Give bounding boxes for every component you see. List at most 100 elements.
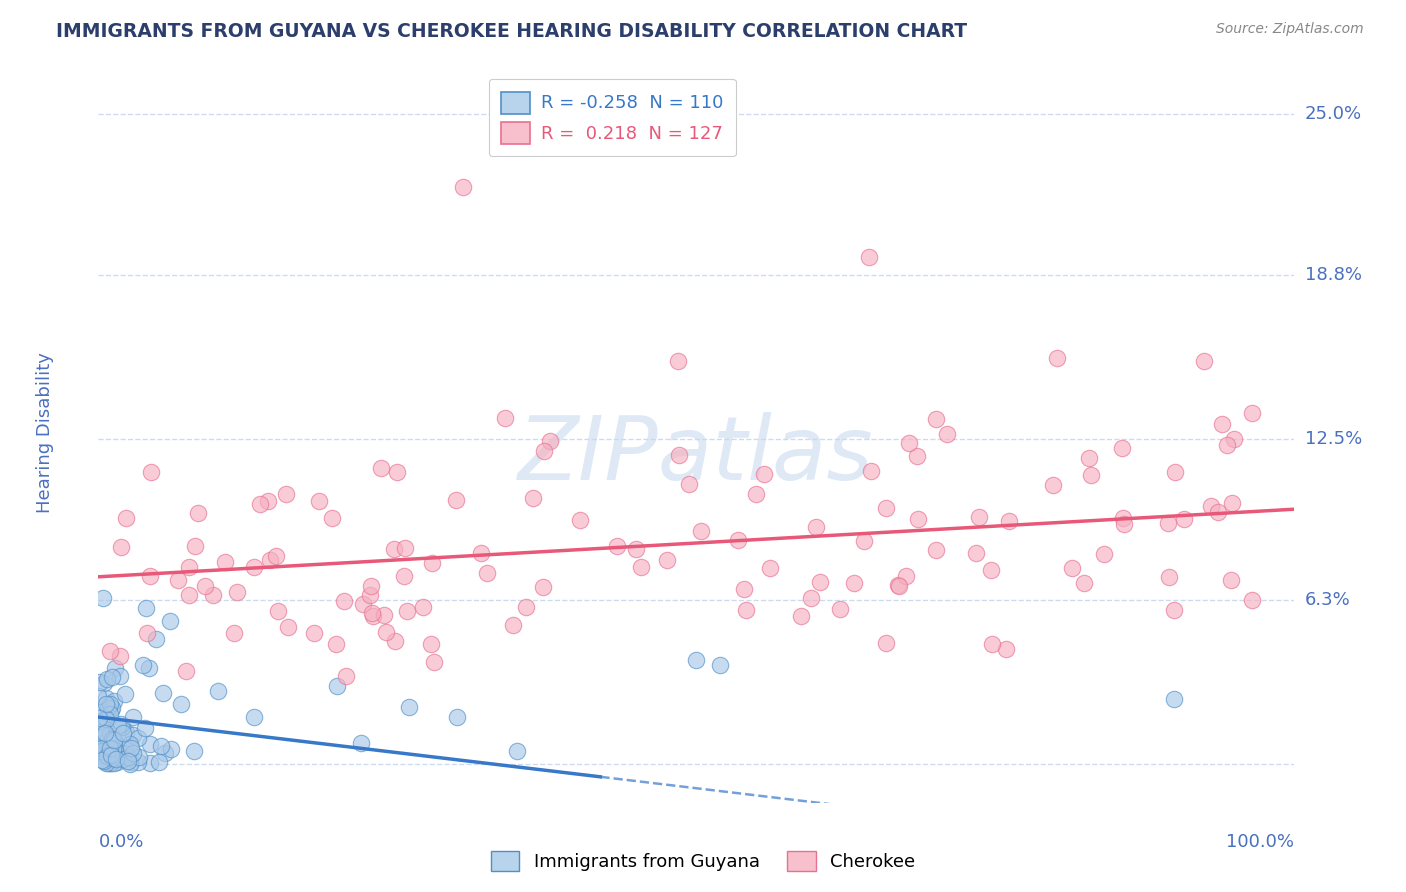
Point <box>214 555 236 569</box>
Point <box>93 731 115 746</box>
Point <box>120 740 142 755</box>
Point <box>446 493 468 508</box>
Point <box>382 541 405 556</box>
Point <box>127 756 149 770</box>
Point <box>759 561 782 575</box>
Point <box>373 607 395 622</box>
Point <box>111 720 134 734</box>
Point <box>384 634 406 648</box>
Point <box>308 494 330 508</box>
Point <box>167 573 190 587</box>
Point <box>752 467 775 482</box>
Point <box>127 731 149 745</box>
Point <box>936 426 959 441</box>
Point <box>981 637 1004 651</box>
Point <box>152 686 174 700</box>
Point <box>533 443 555 458</box>
Point <box>394 541 416 556</box>
Point <box>100 703 122 717</box>
Point <box>94 751 117 765</box>
Point <box>733 582 755 596</box>
Point <box>980 564 1002 578</box>
Point <box>1223 432 1246 446</box>
Point <box>470 546 492 560</box>
Point <box>1157 516 1180 530</box>
Point <box>117 750 139 764</box>
Point <box>1112 511 1135 525</box>
Point <box>122 728 145 742</box>
Point <box>89 675 111 690</box>
Point <box>90 744 112 758</box>
Point <box>1046 351 1069 365</box>
Point <box>1199 499 1222 513</box>
Point <box>138 661 160 675</box>
Point <box>1216 438 1239 452</box>
Point <box>134 722 156 736</box>
Point <box>276 486 298 500</box>
Point <box>177 588 200 602</box>
Point <box>475 566 498 581</box>
Point <box>100 670 122 684</box>
Point <box>494 410 516 425</box>
Point <box>207 684 229 698</box>
Point <box>120 737 142 751</box>
Point <box>87 746 110 760</box>
Point <box>1240 406 1263 420</box>
Point <box>107 719 129 733</box>
Point <box>894 569 917 583</box>
Point <box>128 750 150 764</box>
Point <box>569 513 592 527</box>
Point <box>374 625 396 640</box>
Point <box>114 687 136 701</box>
Point <box>333 594 356 608</box>
Point <box>115 725 138 739</box>
Legend: R = -0.258  N = 110, R =  0.218  N = 127: R = -0.258 N = 110, R = 0.218 N = 127 <box>489 78 735 156</box>
Point <box>104 749 127 764</box>
Point <box>110 648 132 663</box>
Point <box>226 584 249 599</box>
Point <box>1092 547 1115 561</box>
Point <box>89 725 111 739</box>
Point <box>100 644 122 658</box>
Point <box>446 710 468 724</box>
Point <box>789 609 811 624</box>
Point <box>744 486 766 500</box>
Point <box>183 744 205 758</box>
Point <box>1164 465 1187 479</box>
Text: 0.0%: 0.0% <box>98 833 143 851</box>
Point <box>302 626 325 640</box>
Point <box>91 753 114 767</box>
Point <box>96 712 118 726</box>
Point <box>90 714 112 728</box>
Point <box>538 434 561 448</box>
Point <box>103 752 125 766</box>
Point <box>267 604 290 618</box>
Point <box>110 716 132 731</box>
Point <box>1220 496 1243 510</box>
Point <box>259 553 281 567</box>
Point <box>93 675 115 690</box>
Point <box>531 580 554 594</box>
Text: IMMIGRANTS FROM GUYANA VS CHEROKEE HEARING DISABILITY CORRELATION CHART: IMMIGRANTS FROM GUYANA VS CHEROKEE HEARI… <box>56 22 967 41</box>
Point <box>89 747 111 762</box>
Point <box>111 748 134 763</box>
Point <box>89 711 111 725</box>
Point <box>139 465 162 479</box>
Point <box>159 741 181 756</box>
Point <box>100 752 122 766</box>
Point <box>925 543 948 558</box>
Point <box>1157 570 1180 584</box>
Point <box>655 552 678 566</box>
Point <box>502 618 524 632</box>
Point <box>101 731 124 746</box>
Point <box>101 751 124 765</box>
Point <box>145 632 167 646</box>
Point <box>108 668 131 682</box>
Point <box>1163 602 1185 616</box>
Point <box>96 756 118 770</box>
Point <box>1211 417 1233 431</box>
Text: 12.5%: 12.5% <box>1305 430 1362 448</box>
Point <box>101 751 124 765</box>
Point <box>96 749 118 764</box>
Point <box>138 569 160 583</box>
